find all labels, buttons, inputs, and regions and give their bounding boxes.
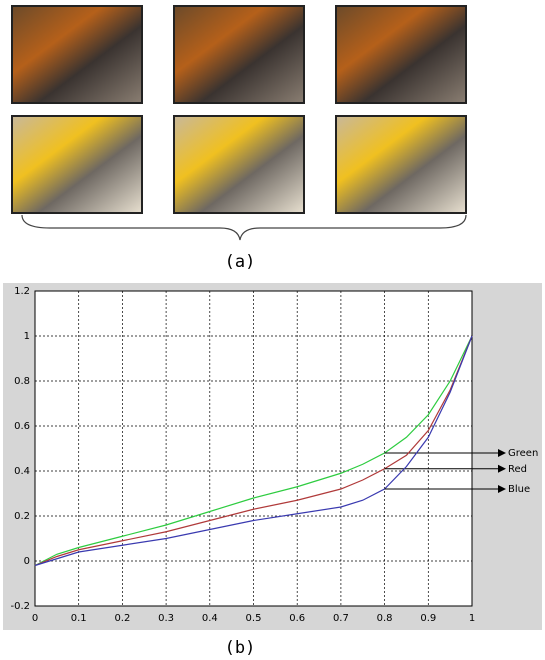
photo <box>174 116 304 213</box>
y-tick-label: 0.4 <box>14 466 30 477</box>
legend-label: Red <box>508 464 527 475</box>
photo <box>336 6 466 103</box>
y-tick-label: 0.6 <box>14 421 30 432</box>
photo <box>336 116 466 213</box>
brace <box>22 215 466 240</box>
y-tick-label: 1.2 <box>14 286 30 297</box>
legend-label: Green <box>508 448 538 459</box>
y-tick-label: 0.2 <box>14 511 30 522</box>
x-tick-label: 0.5 <box>246 613 262 624</box>
y-tick-label: 0.8 <box>14 376 30 387</box>
y-tick-label: 0 <box>24 556 30 567</box>
x-tick-label: 0.1 <box>71 613 87 624</box>
x-tick-label: 0.2 <box>114 613 130 624</box>
photo <box>12 116 142 213</box>
photo-grid <box>12 6 466 213</box>
photo <box>12 6 142 103</box>
x-tick-label: 0.4 <box>202 613 218 624</box>
x-tick-label: 0.6 <box>289 613 305 624</box>
x-tick-label: 0.9 <box>420 613 436 624</box>
x-tick-label: 1 <box>469 613 475 624</box>
legend-label: Blue <box>508 484 530 495</box>
y-tick-label: -0.2 <box>10 601 30 612</box>
y-tick-label: 1 <box>24 331 30 342</box>
x-tick-label: 0.8 <box>377 613 393 624</box>
figure: (a) 00.10.20.30.40.50.60.70.80.91-0.200.… <box>0 0 545 660</box>
photo <box>174 6 304 103</box>
x-tick-label: 0.3 <box>158 613 174 624</box>
x-tick-label: 0.7 <box>333 613 349 624</box>
caption: (a) <box>225 252 256 272</box>
caption: (b) <box>225 638 256 658</box>
x-tick-label: 0 <box>32 613 38 624</box>
